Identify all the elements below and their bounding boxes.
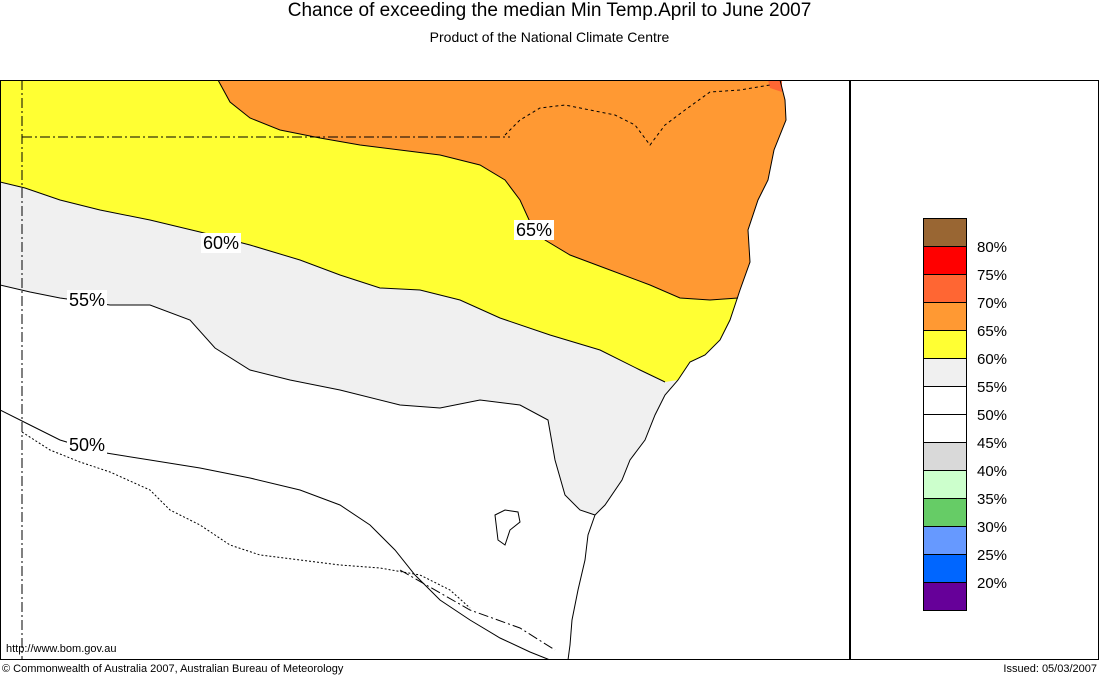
legend-label-40: 40% — [977, 463, 1008, 480]
legend-label-80: 80% — [977, 239, 1008, 256]
legend-swatch — [923, 218, 967, 247]
legend-label-65: 65% — [977, 323, 1008, 340]
issued-date: Issued: 05/03/2007 — [1003, 663, 1097, 675]
legend-label-70: 70% — [977, 295, 1008, 312]
legend-label-50: 50% — [977, 407, 1008, 424]
contour-label-55: 55% — [67, 290, 108, 310]
legend-swatch — [923, 442, 967, 471]
legend-label-35: 35% — [977, 491, 1008, 508]
legend-swatch — [923, 554, 967, 583]
map-frame — [0, 80, 850, 660]
legend-swatch — [923, 330, 967, 359]
legend-label-55: 55% — [977, 379, 1008, 396]
legend-swatches — [923, 218, 967, 611]
source-url[interactable]: http://www.bom.gov.au — [6, 643, 117, 655]
legend-swatch — [923, 302, 967, 331]
legend-swatch — [923, 470, 967, 499]
coastline — [567, 80, 787, 660]
island — [494, 509, 521, 546]
legend-frame — [850, 80, 1099, 660]
legend-label-75: 75% — [977, 267, 1008, 284]
legend-swatch — [923, 498, 967, 527]
legend-swatch — [923, 582, 967, 611]
contour-label-65: 65% — [514, 220, 555, 240]
legend-swatch — [923, 246, 967, 275]
legend-swatch — [923, 386, 967, 415]
contour-line-55 — [0, 284, 596, 516]
copyright-notice: © Commonwealth of Australia 2007, Austra… — [2, 663, 344, 675]
contour-line-60 — [0, 181, 666, 383]
south-coastline — [21, 431, 471, 609]
legend-label-60: 60% — [977, 351, 1008, 368]
legend-label-25: 25% — [977, 547, 1008, 564]
map-title: Chance of exceeding the median Min Temp.… — [287, 0, 812, 21]
zone-70 — [768, 80, 782, 92]
map-subtitle: Product of the National Climate Centre — [429, 29, 670, 45]
legend-swatch — [923, 274, 967, 303]
legend-swatch — [923, 414, 967, 443]
grid-line-diagonal — [399, 569, 556, 651]
legend-swatch — [923, 526, 967, 555]
legend-swatch — [923, 358, 967, 387]
state-border-north — [504, 84, 771, 146]
zone-65 — [218, 80, 786, 300]
legend-label-20: 20% — [977, 575, 1008, 592]
legend-label-45: 45% — [977, 435, 1008, 452]
legend-label-30: 30% — [977, 519, 1008, 536]
contour-line-65 — [217, 80, 739, 301]
contour-label-50: 50% — [67, 435, 108, 455]
contour-label-60: 60% — [201, 233, 242, 253]
